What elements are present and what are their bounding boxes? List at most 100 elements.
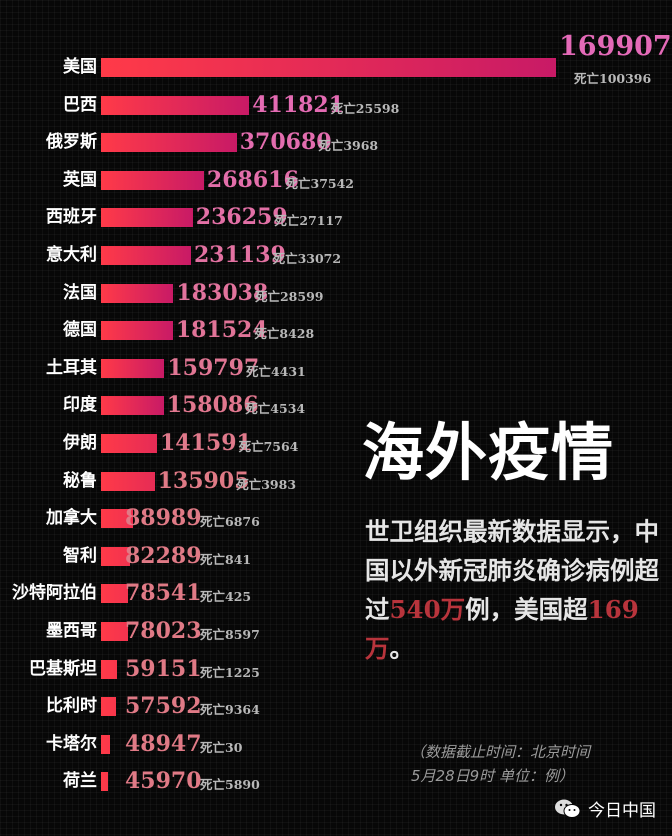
value-label: 411821 (252, 91, 345, 118)
death-label: 死亡27117 (274, 213, 343, 229)
bar-row: 加拿大 88989 死亡6876 (0, 505, 672, 532)
summary-text: 世卫组织最新数据显示，中国以外新冠肺炎确诊病例超过540万例，美国超169万。 (365, 512, 665, 668)
category-label: 墨西哥 (46, 621, 97, 641)
value-label: 141591 (160, 430, 252, 456)
death-label: 死亡100396 (574, 71, 652, 86)
category-label: 比利时 (46, 696, 97, 717)
highlight-number: 169万 (365, 595, 639, 663)
bar (101, 208, 193, 228)
bar-row: 德国 181524 死亡8428 (0, 317, 672, 344)
bar-row: 巴西 411821 死亡25598 (0, 91, 672, 118)
bar (101, 622, 128, 641)
bar-row: 英国 268616 死亡37542 (0, 166, 672, 193)
category-label: 西班牙 (46, 207, 97, 228)
bar-row: 卡塔尔 48947 死亡30 (0, 730, 672, 757)
bar (101, 584, 129, 604)
death-label: 死亡6876 (200, 514, 260, 530)
headline: 海外疫情 (362, 416, 615, 489)
bar (101, 772, 108, 792)
data-note-line1: （数据截止时间：北京时间 (410, 743, 591, 761)
highlight-number: 540万 (389, 595, 466, 624)
category-label: 秘鲁 (63, 470, 97, 491)
death-label: 死亡3968 (318, 138, 379, 154)
category-label: 意大利 (46, 245, 97, 265)
value-label: 78023 (125, 618, 202, 644)
death-label: 死亡4431 (245, 363, 306, 379)
death-label: 死亡5890 (200, 777, 260, 793)
category-label: 智利 (63, 545, 97, 566)
category-label: 伊朗 (63, 433, 97, 453)
value-label: 78541 (125, 580, 202, 607)
bar-row: 美国 1699073 死亡100396 (0, 33, 672, 86)
category-label: 巴西 (63, 94, 97, 115)
bar (101, 434, 157, 453)
summary-part: 世卫组织最新数据显示，中国以外新冠肺炎确诊病例超过 (365, 517, 659, 624)
death-label: 死亡28599 (254, 288, 324, 304)
value-label: 82289 (125, 542, 202, 569)
bar-row: 意大利 231139 死亡33072 (0, 242, 672, 268)
value-label: 181524 (175, 317, 268, 344)
category-label: 巴基斯坦 (29, 658, 97, 679)
category-label: 美国 (63, 57, 97, 77)
summary-part: 。 (389, 634, 415, 663)
logo-text: 今日中国 (588, 801, 656, 821)
bar (101, 133, 237, 153)
bar (101, 95, 250, 115)
logo: 今日中国 (554, 796, 656, 821)
bar (101, 734, 111, 754)
bar (101, 546, 131, 566)
death-label: 死亡33072 (272, 251, 342, 266)
death-label: 死亡8597 (200, 627, 260, 642)
category-label: 土耳其 (46, 357, 97, 378)
bar-row: 伊朗 141591 死亡7564 (0, 430, 672, 456)
bar-row: 印度 158086 死亡4534 (0, 392, 672, 419)
bar-row: 土耳其 159797 死亡4431 (0, 354, 672, 381)
value-label: 57592 (125, 693, 202, 720)
value-label: 1699073 (559, 31, 672, 62)
bar-row: 法国 183038 死亡28599 (0, 279, 672, 306)
category-label: 沙特阿拉伯 (12, 583, 97, 604)
bar-row: 秘鲁 135905 死亡3983 (0, 467, 672, 494)
bar (101, 58, 556, 77)
category-label: 德国 (63, 320, 97, 341)
death-label: 死亡841 (200, 551, 252, 567)
death-label: 死亡7564 (238, 439, 299, 454)
death-label: 死亡25598 (330, 100, 400, 116)
category-label: 印度 (63, 395, 97, 416)
category-label: 法国 (63, 282, 97, 303)
wechat-icon (554, 798, 582, 820)
value-label: 48947 (125, 730, 202, 757)
bar-row: 荷兰 45970 死亡5890 (0, 768, 672, 794)
value-label: 135905 (157, 467, 250, 494)
category-label: 卡塔尔 (46, 733, 97, 754)
value-label: 236259 (195, 204, 288, 231)
bar-row: 巴基斯坦 59151 死亡1225 (0, 656, 672, 682)
death-label: 死亡8428 (254, 326, 315, 342)
death-label: 死亡425 (200, 589, 252, 605)
value-label: 268616 (206, 166, 299, 193)
death-label: 死亡4534 (245, 401, 306, 417)
category-label: 俄罗斯 (46, 132, 97, 153)
bar-row: 沙特阿拉伯 78541 死亡425 (0, 580, 672, 607)
bar-row: 俄罗斯 370680 死亡3968 (0, 129, 672, 156)
bar (101, 170, 204, 190)
value-label: 370680 (239, 129, 332, 156)
death-label: 死亡30 (200, 739, 243, 755)
bar (101, 321, 173, 341)
value-label: 183038 (176, 279, 269, 306)
bar (101, 659, 118, 679)
death-label: 死亡9364 (200, 702, 260, 718)
bar (101, 358, 165, 378)
bar (101, 396, 164, 416)
value-label: 159797 (167, 354, 260, 381)
value-label: 158086 (166, 392, 259, 419)
death-label: 死亡3983 (236, 476, 297, 492)
bar (101, 283, 174, 303)
value-label: 88989 (125, 505, 202, 532)
category-label: 英国 (63, 169, 97, 190)
bar (101, 471, 155, 491)
bar-row: 比利时 57592 死亡9364 (0, 693, 672, 720)
bar (101, 509, 134, 529)
bar-row: 西班牙 236259 死亡27117 (0, 204, 672, 231)
